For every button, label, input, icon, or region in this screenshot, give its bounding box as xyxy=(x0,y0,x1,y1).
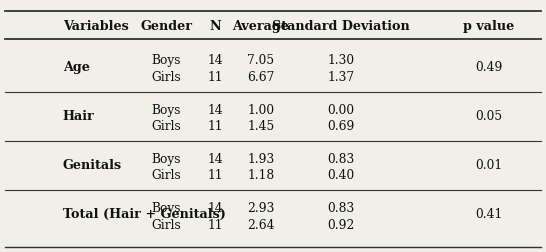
Text: 0.49: 0.49 xyxy=(475,61,502,74)
Text: 14: 14 xyxy=(208,153,223,166)
Text: 0.01: 0.01 xyxy=(475,159,502,172)
Text: N: N xyxy=(210,20,222,33)
Text: Girls: Girls xyxy=(152,71,181,84)
Text: 2.64: 2.64 xyxy=(247,218,275,232)
Text: Boys: Boys xyxy=(152,202,181,215)
Text: 11: 11 xyxy=(208,218,223,232)
Text: 6.67: 6.67 xyxy=(247,71,275,84)
Text: 7.05: 7.05 xyxy=(247,54,275,68)
Text: 0.92: 0.92 xyxy=(328,218,355,232)
Text: 0.41: 0.41 xyxy=(475,208,502,221)
Text: Age: Age xyxy=(63,61,90,74)
Text: 11: 11 xyxy=(208,169,223,182)
Text: Standard Deviation: Standard Deviation xyxy=(272,20,410,33)
Text: 0.83: 0.83 xyxy=(328,153,355,166)
Text: Boys: Boys xyxy=(152,153,181,166)
Text: 14: 14 xyxy=(208,54,223,68)
Text: Gender: Gender xyxy=(140,20,193,33)
Text: Boys: Boys xyxy=(152,104,181,117)
Text: Boys: Boys xyxy=(152,54,181,68)
Text: 0.00: 0.00 xyxy=(328,104,355,117)
Text: 11: 11 xyxy=(208,71,223,84)
Text: 1.00: 1.00 xyxy=(247,104,275,117)
Text: 2.93: 2.93 xyxy=(247,202,275,215)
Text: 14: 14 xyxy=(208,202,223,215)
Text: 1.93: 1.93 xyxy=(247,153,275,166)
Text: 11: 11 xyxy=(208,120,223,133)
Text: 14: 14 xyxy=(208,104,223,117)
Text: Average: Average xyxy=(233,20,289,33)
Text: p value: p value xyxy=(463,20,514,33)
Text: 1.30: 1.30 xyxy=(328,54,355,68)
Text: 1.37: 1.37 xyxy=(328,71,355,84)
Text: Girls: Girls xyxy=(152,169,181,182)
Text: 0.05: 0.05 xyxy=(475,110,502,123)
Text: Variables: Variables xyxy=(63,20,128,33)
Text: Genitals: Genitals xyxy=(63,159,122,172)
Text: 1.18: 1.18 xyxy=(247,169,275,182)
Text: 0.83: 0.83 xyxy=(328,202,355,215)
Text: Girls: Girls xyxy=(152,120,181,133)
Text: Total (Hair + Genitals): Total (Hair + Genitals) xyxy=(63,208,225,221)
Text: 1.45: 1.45 xyxy=(247,120,275,133)
Text: 0.69: 0.69 xyxy=(328,120,355,133)
Text: Hair: Hair xyxy=(63,110,94,123)
Text: Girls: Girls xyxy=(152,218,181,232)
Text: 0.40: 0.40 xyxy=(328,169,355,182)
